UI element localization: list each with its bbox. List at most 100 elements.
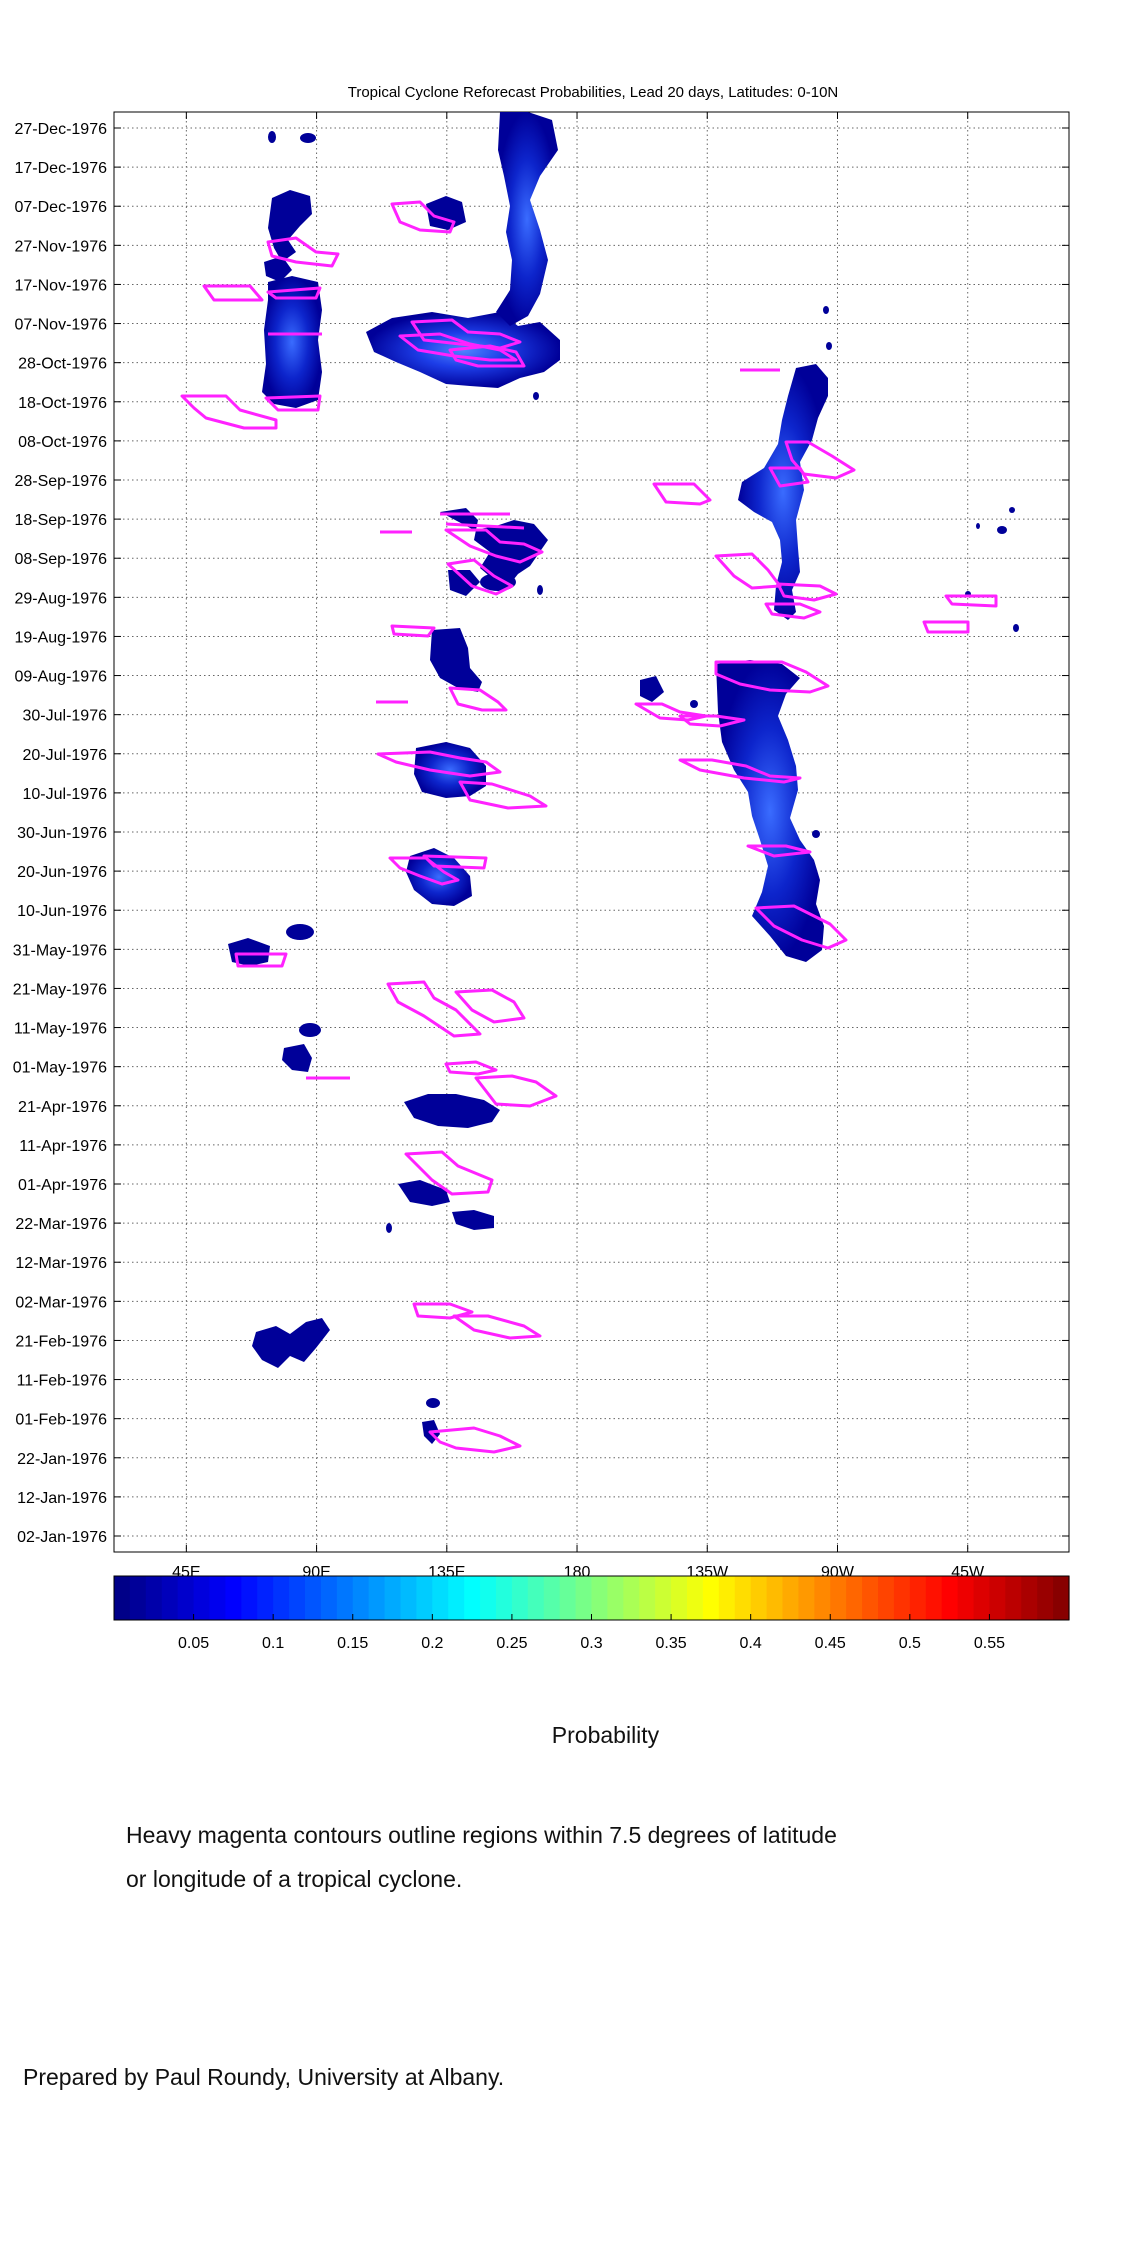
prob-region [533, 392, 539, 400]
y-tick-label: 28-Sep-1976 [14, 473, 107, 490]
y-tick-label: 29-Aug-1976 [14, 590, 107, 607]
y-tick-label: 11-May-1976 [14, 1021, 107, 1038]
colorbar-tick-label: 0.3 [580, 1635, 602, 1652]
prob-region [300, 133, 316, 143]
y-tick-label: 09-Aug-1976 [14, 669, 107, 686]
prob-region [640, 676, 664, 702]
prob-region [826, 342, 832, 350]
colorbar-segment [161, 1576, 179, 1620]
colorbar-tick-label: 0.5 [899, 1635, 921, 1652]
colorbar-segment [973, 1576, 991, 1620]
y-tick-label: 12-Mar-1976 [15, 1255, 107, 1272]
prob-region [406, 848, 472, 906]
cyclone-contour [474, 1074, 558, 1108]
colorbar-segment [1053, 1576, 1070, 1620]
colorbar-segment [145, 1576, 163, 1620]
y-tick-label: 10-Jul-1976 [23, 786, 108, 803]
colorbar-segment [766, 1576, 784, 1620]
prob-region [286, 924, 314, 940]
cyclone-contour [784, 440, 856, 480]
colorbar-segment [607, 1576, 624, 1620]
colorbar-tick-label: 0.4 [740, 1635, 762, 1652]
colorbar-segment [671, 1576, 688, 1620]
y-tick-label: 11-Apr-1976 [19, 1138, 107, 1155]
colorbar-segment [384, 1576, 402, 1620]
y-tick-label: 08-Oct-1976 [18, 434, 107, 451]
colorbar-segment [543, 1576, 561, 1620]
colorbar-segment [734, 1576, 752, 1620]
colorbar-segment [511, 1576, 529, 1620]
colorbar-segment [209, 1576, 227, 1620]
prob-region [537, 585, 543, 595]
prob-region [452, 1210, 494, 1230]
cyclone-contour [266, 286, 322, 300]
y-tick-label: 11-Feb-1976 [17, 1373, 108, 1390]
cyclone-contour [404, 1150, 494, 1196]
y-tick-label: 01-Apr-1976 [18, 1177, 107, 1194]
cyclone-contour [678, 758, 802, 784]
colorbar-segment [273, 1576, 290, 1620]
colorbar-segment [114, 1576, 131, 1620]
y-tick-label: 27-Dec-1976 [15, 121, 108, 138]
colorbar-segment [575, 1576, 593, 1620]
prob-region [496, 112, 558, 326]
y-axis-ticks: 27-Dec-1976 17-Dec-1976 07-Dec-1976 27-Nov-… [13, 121, 1069, 1546]
cyclone-contour [944, 594, 998, 608]
prob-region [386, 1223, 392, 1233]
colorbar-segment [257, 1576, 274, 1620]
cyclone-contour [458, 780, 548, 810]
y-tick-label: 12-Jan-1976 [17, 1490, 107, 1507]
cyclone-contour [768, 466, 810, 488]
cyclone-contour [678, 714, 746, 728]
y-tick-label: 31-May-1976 [13, 942, 107, 959]
prob-region [268, 190, 312, 262]
colorbar-segment [941, 1576, 959, 1620]
prob-region [823, 306, 829, 314]
y-tick-label: 02-Mar-1976 [15, 1294, 107, 1311]
cyclone-contour [202, 284, 264, 302]
colorbar-segment [814, 1576, 831, 1620]
colorbar-segment [893, 1576, 911, 1620]
cyclone-contour [428, 1426, 522, 1454]
colorbar-tick-label: 0.1 [262, 1635, 284, 1652]
colorbar-tick-label: 0.2 [421, 1635, 443, 1652]
y-tick-label: 22-Jan-1976 [17, 1451, 107, 1468]
prob-region [812, 830, 820, 838]
y-tick-label: 20-Jun-1976 [17, 864, 107, 881]
prob-region [690, 700, 698, 708]
colorbar-segment [177, 1576, 195, 1620]
colorbar-segment [241, 1576, 258, 1620]
colorbar-segment [1005, 1576, 1022, 1620]
colorbar-tick-label: 0.05 [178, 1635, 209, 1652]
prob-region [404, 1094, 500, 1128]
y-tick-label: 07-Dec-1976 [15, 199, 108, 216]
cyclone-contour [652, 482, 712, 506]
colorbar-segment [591, 1576, 609, 1620]
colorbar-segment [559, 1576, 577, 1620]
cyclone-contour [444, 528, 544, 564]
colorbar-segment [718, 1576, 736, 1620]
cyclone-contour [266, 236, 340, 268]
cyclone-contour [776, 582, 838, 602]
prob-region [268, 131, 276, 143]
y-tick-label: 10-Jun-1976 [17, 903, 107, 920]
prob-region [426, 1398, 440, 1408]
colorbar-segment [527, 1576, 545, 1620]
colorbar-tick-label: 0.15 [337, 1635, 368, 1652]
colorbar-segment [400, 1576, 418, 1620]
colorbar-segment [862, 1576, 879, 1620]
colorbar-segment [305, 1576, 322, 1620]
colorbar-segment [798, 1576, 815, 1620]
prob-region [1009, 507, 1015, 513]
colorbar-segment [782, 1576, 800, 1620]
colorbar-tick-label: 0.25 [496, 1635, 527, 1652]
prob-region [228, 938, 270, 966]
y-tick-label: 21-May-1976 [13, 981, 107, 998]
colorbar-segment [1037, 1576, 1054, 1620]
colorbar-segment [655, 1576, 672, 1620]
y-tick-label: 01-Feb-1976 [15, 1412, 107, 1429]
y-tick-label: 08-Sep-1976 [14, 551, 107, 568]
y-tick-label: 02-Jan-1976 [17, 1529, 107, 1546]
colorbar-segment [846, 1576, 863, 1620]
